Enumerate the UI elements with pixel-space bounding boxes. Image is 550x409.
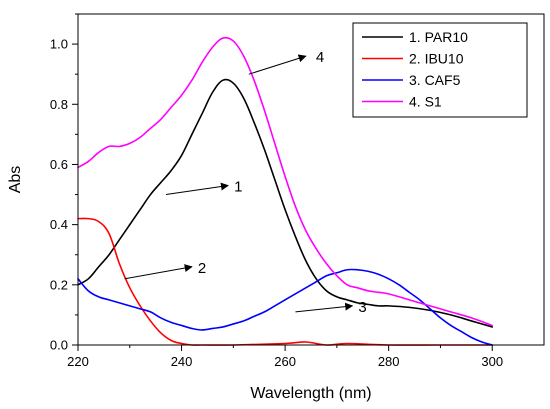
y-tick-label: 0.4 [50, 217, 68, 232]
legend-label-3: 3. CAF5 [409, 72, 461, 88]
annotation-arrow-3 [295, 302, 354, 313]
x-tick-label: 260 [274, 354, 296, 369]
x-tick-label: 220 [67, 354, 89, 369]
x-axis-title: Wavelength (nm) [250, 385, 371, 402]
y-tick-label: 0.0 [50, 338, 68, 353]
series-line-3 [77, 268, 494, 346]
x-tick-label: 300 [481, 354, 503, 369]
axes-layer: 220 240 260 280 300 0.0 0.2 0.4 0.6 0.8 1.0 [50, 13, 503, 369]
annotation-label-2: 2 [198, 260, 206, 277]
annotation-label-1: 1 [234, 179, 242, 196]
annotations-layer: 1 2 3 4 [124, 49, 367, 316]
series-line-1 [77, 78, 494, 328]
annotation-label-3: 3 [358, 299, 366, 316]
annotation-arrow-1 [165, 182, 229, 196]
x-tick-label: 280 [378, 354, 400, 369]
series-layer [77, 36, 494, 346]
y-tick-label: 1.0 [50, 37, 68, 52]
series-line-2 [77, 217, 494, 346]
legend-label-1: 1. PAR10 [409, 29, 468, 45]
series-line-4 [77, 36, 494, 327]
annotation-arrow-2 [124, 264, 193, 280]
legend-label-4: 4. S1 [409, 94, 442, 110]
legend: 1. PAR10 2. IBU10 3. CAF5 4. S1 [352, 22, 528, 118]
y-tick-label: 0.8 [50, 97, 68, 112]
y-tick-label: 0.6 [50, 157, 68, 172]
y-tick-label: 0.2 [50, 277, 68, 292]
y-axis-title: Abs [7, 166, 24, 194]
legend-label-2: 2. IBU10 [409, 51, 464, 67]
annotation-label-4: 4 [316, 49, 324, 66]
plot-frame [77, 13, 545, 346]
x-tick-label: 240 [171, 354, 193, 369]
annotation-arrow-4 [248, 54, 307, 75]
